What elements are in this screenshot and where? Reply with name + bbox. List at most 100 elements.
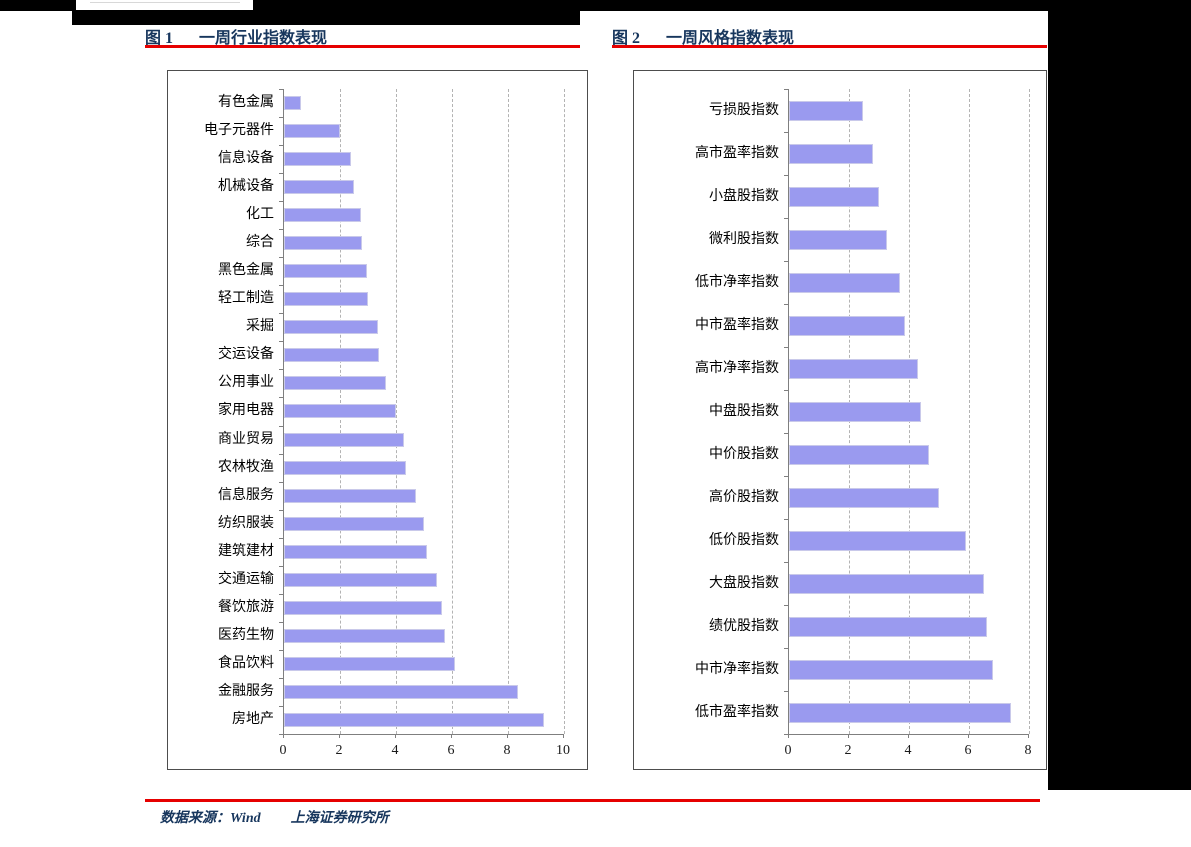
x-axis-tick — [339, 734, 340, 738]
notch-divider-line — [90, 2, 240, 3]
bar-row — [284, 201, 564, 229]
bar — [789, 487, 939, 508]
bar — [284, 460, 406, 475]
x-tick-label: 4 — [391, 743, 399, 758]
bar — [284, 264, 367, 279]
data-source-label: 数据来源：Wind — [160, 811, 261, 826]
category-label: 交运设备 — [218, 347, 274, 363]
data-source-note: 数据来源：Wind 上海证券研究所 — [160, 807, 389, 827]
figure1-number: 图 1 — [145, 30, 174, 47]
bar — [789, 229, 887, 250]
bar — [284, 432, 405, 447]
gridline — [564, 89, 565, 734]
y-axis-tick — [279, 649, 283, 651]
bar-row — [789, 89, 1029, 132]
y-axis-tick — [279, 705, 283, 707]
bar — [789, 272, 900, 293]
figure2-number: 图 2 — [612, 30, 641, 47]
bar-row — [789, 433, 1029, 476]
y-axis-tick — [784, 734, 788, 735]
gridline — [1029, 89, 1030, 734]
x-tick-label: 8 — [503, 743, 511, 758]
gridline — [508, 89, 509, 734]
bar — [284, 600, 443, 615]
y-axis-tick — [279, 621, 283, 623]
x-axis-tick — [968, 734, 969, 738]
y-axis-tick — [279, 565, 283, 567]
category-label: 中价股指数 — [709, 447, 779, 462]
category-label: 综合 — [246, 235, 274, 251]
bar-row — [284, 538, 564, 566]
y-axis-tick — [279, 481, 283, 483]
data-source-org: 上海证券研究所 — [290, 811, 389, 826]
bar-row — [284, 454, 564, 482]
bar — [789, 143, 873, 164]
x-axis-tick — [283, 734, 284, 738]
x-tick-label: 6 — [964, 743, 972, 758]
y-axis-tick — [784, 175, 788, 176]
category-label: 亏损股指数 — [709, 103, 779, 118]
y-axis-tick — [279, 173, 283, 175]
category-label: 高市净率指数 — [695, 361, 779, 376]
bar-row — [284, 397, 564, 425]
bar — [284, 236, 363, 251]
bar — [284, 208, 361, 223]
category-label: 医药生物 — [218, 627, 274, 643]
bar-row — [284, 622, 564, 650]
y-axis-tick — [279, 677, 283, 679]
y-axis-tick — [784, 691, 788, 692]
bar — [284, 516, 424, 531]
bar — [789, 702, 1011, 723]
x-axis-tick — [788, 734, 789, 738]
bar — [284, 180, 354, 195]
y-axis-tick — [784, 261, 788, 262]
y-axis-tick — [279, 257, 283, 259]
bar-row — [284, 145, 564, 173]
category-label: 微利股指数 — [709, 232, 779, 247]
bar-row — [284, 257, 564, 285]
right-black-margin — [1048, 0, 1191, 790]
x-tick-label: 8 — [1024, 743, 1032, 758]
bar-row — [789, 519, 1029, 562]
y-axis-tick — [279, 453, 283, 455]
gridline — [452, 89, 453, 734]
y-axis-tick — [279, 229, 283, 231]
gridline — [969, 89, 970, 734]
x-axis-tick — [451, 734, 452, 738]
bar-row — [284, 89, 564, 117]
category-label: 低价股指数 — [709, 533, 779, 548]
figure2-header: 图 2 一周风格指数表现 — [612, 24, 794, 47]
x-tick-label: 2 — [335, 743, 343, 758]
category-label: 黑色金属 — [218, 263, 274, 279]
bar — [789, 616, 987, 637]
bar — [284, 348, 380, 363]
bar — [284, 320, 378, 335]
y-axis-tick — [279, 425, 283, 427]
plot-area — [283, 89, 565, 735]
bar — [284, 628, 445, 643]
bar-row — [284, 594, 564, 622]
bar — [284, 292, 368, 307]
bar-row — [284, 117, 564, 145]
category-label: 金融服务 — [218, 683, 274, 699]
x-tick-label: 0 — [279, 743, 287, 758]
category-label: 农林牧渔 — [218, 459, 274, 475]
bar-row — [284, 482, 564, 510]
bar-row — [789, 304, 1029, 347]
bar — [284, 376, 387, 391]
bar-row — [789, 347, 1029, 390]
x-axis-tick — [908, 734, 909, 738]
bar — [789, 573, 984, 594]
gridline — [396, 89, 397, 734]
x-tick-label: 0 — [784, 743, 792, 758]
category-label: 商业贸易 — [218, 431, 274, 447]
category-label: 高价股指数 — [709, 490, 779, 505]
footer-rule — [145, 799, 1040, 802]
y-axis-tick — [279, 117, 283, 119]
y-axis-tick — [784, 304, 788, 305]
category-label: 中市盈率指数 — [695, 318, 779, 333]
bar-row — [789, 261, 1029, 304]
y-axis-tick — [279, 341, 283, 343]
bar-row — [284, 706, 564, 734]
redaction-white-notch — [76, 0, 253, 10]
